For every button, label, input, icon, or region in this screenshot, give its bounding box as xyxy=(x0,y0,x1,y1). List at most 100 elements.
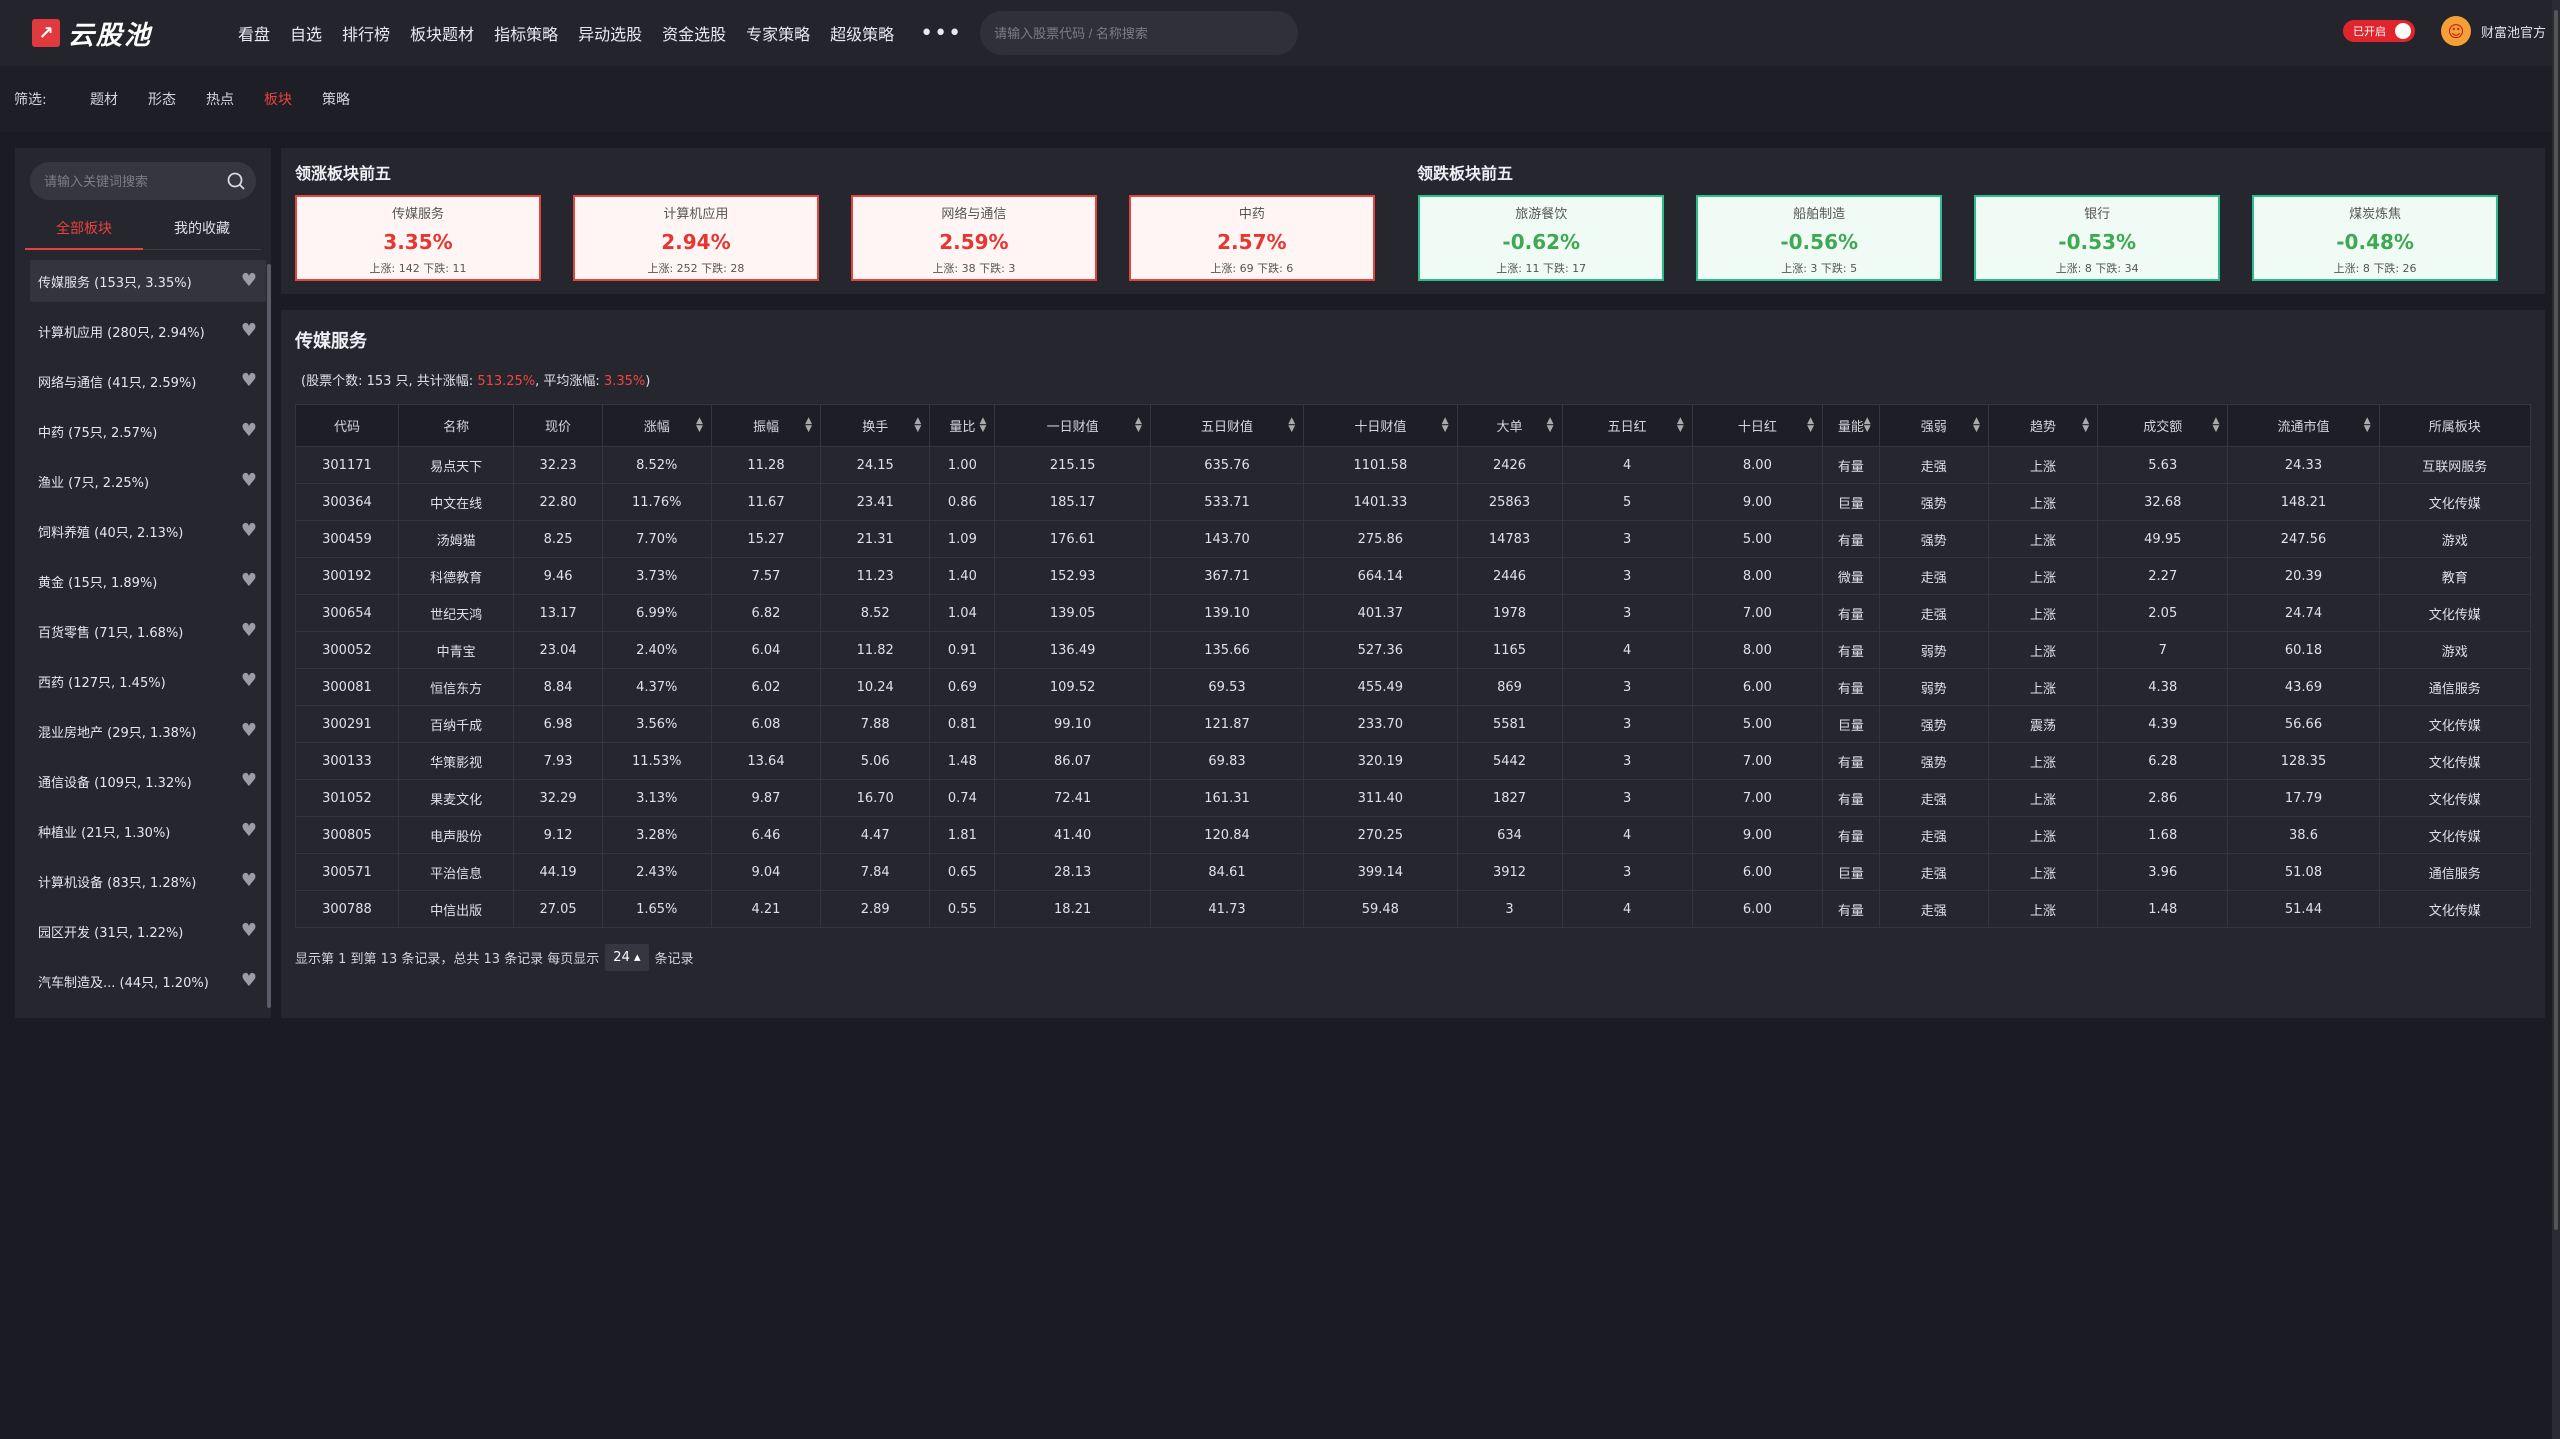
sort-icon[interactable]: ▲ ▼ xyxy=(1134,416,1142,434)
sort-icon[interactable]: ▲ ▼ xyxy=(1288,416,1296,434)
sort-icon[interactable]: ▲ ▼ xyxy=(1973,416,1980,434)
sidebar-item[interactable]: 通信设备 (109只, 1.32%) ♥ xyxy=(30,760,266,802)
sector-search[interactable] xyxy=(30,162,256,200)
table-row[interactable]: 300788 中信出版 27.05 1.65% 4.21 2.89 0.55 18.21 41.… xyxy=(295,890,2532,928)
sidebar-item[interactable]: 西药 (127只, 1.45%) ♥ xyxy=(30,660,266,702)
column-header[interactable]: 十日财值 ▲ ▼ xyxy=(1303,404,1458,447)
sort-icon[interactable]: ▲ ▼ xyxy=(1676,416,1684,434)
heart-icon[interactable]: ♥ xyxy=(240,620,258,641)
top-loser-card[interactable]: 银行 -0.53% 上涨: 8 下跌: 34 xyxy=(1974,195,2221,281)
page-size-select[interactable]: 24 ▴ xyxy=(605,944,649,971)
stock-search-input[interactable] xyxy=(994,25,1299,41)
sort-icon[interactable]: ▲ ▼ xyxy=(1441,416,1449,434)
column-header[interactable]: 流通市值 ▲ ▼ xyxy=(2227,404,2380,447)
heart-icon[interactable]: ♥ xyxy=(240,320,258,341)
heart-icon[interactable]: ♥ xyxy=(240,770,258,791)
column-header[interactable]: 量能 ▲ ▼ xyxy=(1822,404,1880,447)
tab-all-sectors[interactable]: 全部板块 xyxy=(25,218,143,250)
top-loser-card[interactable]: 煤炭炼焦 -0.48% 上涨: 8 下跌: 26 xyxy=(2252,195,2499,281)
table-row[interactable]: 300192 科德教育 9.46 3.73% 7.57 11.23 1.40 152.93 36… xyxy=(295,557,2532,595)
tab-favorites[interactable]: 我的收藏 xyxy=(143,218,261,250)
sort-icon[interactable]: ▲ ▼ xyxy=(1863,416,1871,434)
nav-item-6[interactable]: 资金选股 xyxy=(662,25,727,44)
top-loser-card[interactable]: 旅游餐饮 -0.62% 上涨: 11 下跌: 17 xyxy=(1418,195,1665,281)
sidebar-item[interactable]: 黄金 (15只, 1.89%) ♥ xyxy=(30,560,266,602)
sidebar-item[interactable]: 汽车制造及... (44只, 1.20%) ♥ xyxy=(30,960,266,1002)
table-row[interactable]: 301052 果麦文化 32.29 3.13% 9.87 16.70 0.74 72.41 16… xyxy=(295,779,2532,817)
heart-icon[interactable]: ♥ xyxy=(240,420,258,441)
sort-icon[interactable]: ▲ ▼ xyxy=(2212,416,2220,434)
heart-icon[interactable]: ♥ xyxy=(240,970,258,991)
nav-item-4[interactable]: 指标策略 xyxy=(494,25,559,44)
filter-option-2[interactable]: 热点 xyxy=(206,92,234,108)
sidebar-item[interactable]: 计算机设备 (83只, 1.28%) ♥ xyxy=(30,860,266,902)
logo[interactable]: ↗ 云股池 xyxy=(32,15,192,52)
sort-icon[interactable]: ▲ ▼ xyxy=(1546,416,1554,434)
column-header[interactable]: 量比 ▲ ▼ xyxy=(929,404,996,447)
top-gainer-card[interactable]: 网络与通信 2.59% 上涨: 38 下跌: 3 xyxy=(850,195,1097,281)
heart-icon[interactable]: ♥ xyxy=(240,820,258,841)
filter-option-3[interactable]: 板块 xyxy=(264,92,292,108)
column-header[interactable]: 趋势 ▲ ▼ xyxy=(1987,404,2099,447)
nav-item-2[interactable]: 排行榜 xyxy=(342,25,391,44)
feature-toggle[interactable]: 已开启 xyxy=(2342,20,2415,42)
sidebar-item[interactable]: 计算机应用 (280只, 2.94%) ♥ xyxy=(30,310,266,352)
table-row[interactable]: 300052 中青宝 23.04 2.40% 6.04 11.82 0.91 136.49 13… xyxy=(295,631,2532,669)
heart-icon[interactable]: ♥ xyxy=(240,270,258,291)
user-name[interactable]: 财富池官方 xyxy=(2480,25,2546,41)
top-gainer-card[interactable]: 中药 2.57% 上涨: 69 下跌: 6 xyxy=(1128,195,1375,281)
table-row[interactable]: 300081 恒信东方 8.84 4.37% 6.02 10.24 0.69 109.52 69… xyxy=(295,668,2532,706)
sort-icon[interactable]: ▲ ▼ xyxy=(2363,416,2371,434)
sort-icon[interactable]: ▲ ▼ xyxy=(979,416,987,434)
more-menu-icon[interactable]: ••• xyxy=(920,20,963,46)
page-scrollbar[interactable] xyxy=(2552,0,2560,1439)
table-row[interactable]: 300364 中文在线 22.80 11.76% 11.67 23.41 0.86 185.1… xyxy=(295,483,2532,521)
column-header[interactable]: 十日红 ▲ ▼ xyxy=(1691,404,1824,447)
column-header[interactable]: 振幅 ▲ ▼ xyxy=(710,404,822,447)
table-row[interactable]: 300291 百纳千成 6.98 3.56% 6.08 7.88 0.81 99.10 121.… xyxy=(295,705,2532,743)
table-row[interactable]: 300805 电声股份 9.12 3.28% 6.46 4.47 1.81 41.40 120.… xyxy=(295,816,2532,854)
sidebar-item[interactable]: 渔业 (7只, 2.25%) ♥ xyxy=(30,460,266,502)
column-header[interactable]: 强弱 ▲ ▼ xyxy=(1878,404,1989,447)
column-header[interactable]: 涨幅 ▲ ▼ xyxy=(601,404,712,447)
sort-icon[interactable]: ▲ ▼ xyxy=(695,416,703,434)
sidebar-scrollbar[interactable] xyxy=(267,264,271,1008)
page-scrollbar-thumb[interactable] xyxy=(2554,10,2558,1230)
stock-search[interactable] xyxy=(980,11,1299,55)
heart-icon[interactable]: ♥ xyxy=(240,670,258,691)
heart-icon[interactable]: ♥ xyxy=(240,720,258,741)
nav-item-8[interactable]: 超级策略 xyxy=(830,25,895,44)
sort-icon[interactable]: ▲ ▼ xyxy=(2082,416,2090,434)
column-header[interactable]: 成交额 ▲ ▼ xyxy=(2097,404,2229,447)
heart-icon[interactable]: ♥ xyxy=(240,520,258,541)
nav-item-3[interactable]: 板块题材 xyxy=(410,25,475,44)
column-header[interactable]: 五日财值 ▲ ▼ xyxy=(1149,404,1305,447)
top-gainer-card[interactable]: 计算机应用 2.94% 上涨: 252 下跌: 28 xyxy=(572,195,819,281)
nav-item-0[interactable]: 看盘 xyxy=(238,25,271,44)
table-row[interactable]: 300654 世纪天鸿 13.17 6.99% 6.82 8.52 1.04 139.05 13… xyxy=(295,594,2532,632)
column-header[interactable]: 换手 ▲ ▼ xyxy=(820,404,931,447)
sidebar-item[interactable]: 混业房地产 (29只, 1.38%) ♥ xyxy=(30,710,266,752)
filter-option-1[interactable]: 形态 xyxy=(148,92,176,108)
sidebar-item[interactable]: 中药 (75只, 2.57%) ♥ xyxy=(30,410,266,452)
sidebar-item[interactable]: 网络与通信 (41只, 2.59%) ♥ xyxy=(30,360,266,402)
sidebar-item[interactable]: 种植业 (21只, 1.30%) ♥ xyxy=(30,810,266,852)
table-row[interactable]: 300459 汤姆猫 8.25 7.70% 15.27 21.31 1.09 176.61 14… xyxy=(295,520,2532,558)
column-header[interactable]: 大单 ▲ ▼ xyxy=(1456,404,1563,447)
sort-icon[interactable]: ▲ ▼ xyxy=(1807,416,1814,434)
sidebar-item[interactable]: 饲料养殖 (40只, 2.13%) ♥ xyxy=(30,510,266,552)
sector-search-input[interactable] xyxy=(44,173,226,189)
column-header[interactable]: 五日红 ▲ ▼ xyxy=(1561,404,1693,447)
sort-icon[interactable]: ▲ ▼ xyxy=(914,416,922,434)
sidebar-item[interactable]: 园区开发 (31只, 1.22%) ♥ xyxy=(30,910,266,952)
heart-icon[interactable]: ♥ xyxy=(240,870,258,891)
avatar[interactable]: ☺ xyxy=(2440,16,2471,46)
sidebar-item[interactable]: 百货零售 (71只, 1.68%) ♥ xyxy=(30,610,266,652)
table-row[interactable]: 301171 易点天下 32.23 8.52% 11.28 24.15 1.00 215.15… xyxy=(295,446,2532,484)
table-row[interactable]: 300133 华策影视 7.93 11.53% 13.64 5.06 1.48 86.07 69… xyxy=(295,742,2532,780)
heart-icon[interactable]: ♥ xyxy=(240,570,258,591)
filter-option-4[interactable]: 策略 xyxy=(322,92,350,108)
nav-item-5[interactable]: 异动选股 xyxy=(578,25,643,44)
heart-icon[interactable]: ♥ xyxy=(240,370,258,391)
top-gainer-card[interactable]: 传媒服务 3.35% 上涨: 142 下跌: 11 xyxy=(295,195,541,281)
